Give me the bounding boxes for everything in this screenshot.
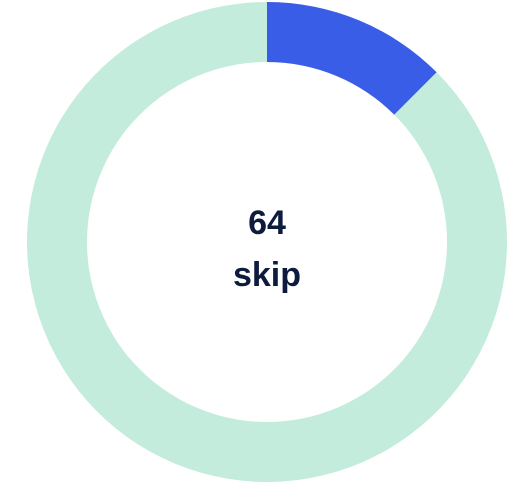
- donut: [27, 2, 507, 482]
- donut-slice: [27, 2, 507, 482]
- donut-slice: [267, 2, 437, 115]
- center-label: skip: [233, 256, 301, 294]
- center-value: 64: [248, 204, 286, 242]
